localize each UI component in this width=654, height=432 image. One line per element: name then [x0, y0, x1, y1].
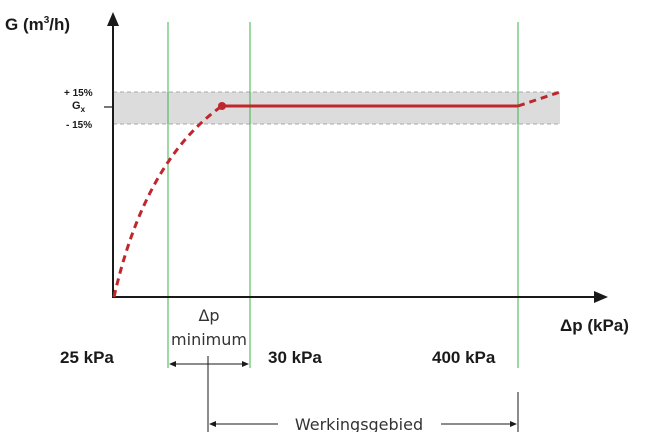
working-range-label: Werkingsgebied [295, 415, 423, 432]
y-axis-arrow-icon [107, 12, 119, 26]
y-axis-label: G (m3/h) [5, 15, 70, 34]
curve-dashed-rise [112, 104, 223, 298]
tick-label-30kpa: 30 kPa [268, 348, 322, 367]
minimum-range-left-arrow-icon [169, 361, 176, 367]
band-lower-label: - 15% [66, 120, 92, 131]
x-axis-label: Δp (kPa) [560, 316, 629, 335]
tolerance-band [113, 92, 560, 124]
working-range-left-arrow-icon [209, 421, 216, 427]
band-upper-label: + 15% [64, 88, 93, 99]
tick-label-25kpa: 25 kPa [60, 348, 114, 367]
x-axis-arrow-icon [594, 291, 608, 303]
band-center-label: Gx [72, 100, 86, 114]
curve-dashed-tail [517, 90, 561, 108]
working-range-right-arrow-icon [510, 421, 517, 427]
tick-label-400kpa: 400 kPa [432, 348, 496, 367]
minimum-range-right-arrow-icon [242, 361, 249, 367]
minimum-label: minimum [171, 330, 247, 349]
curve-start-point [218, 102, 226, 110]
delta-p-label: Δp [198, 306, 219, 325]
